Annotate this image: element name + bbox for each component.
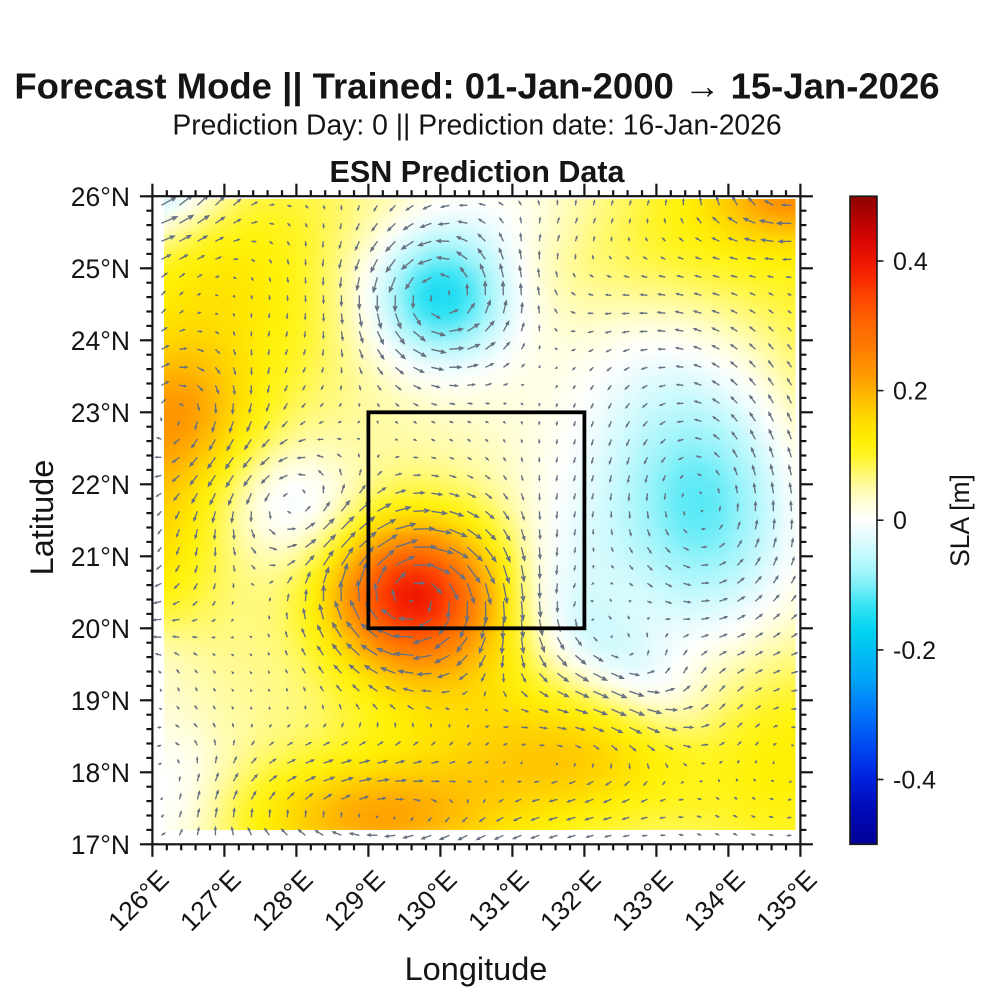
svg-text:0.4: 0.4 — [893, 248, 928, 276]
svg-text:Forecast Mode || Trained: 01-J: Forecast Mode || Trained: 01-Jan-2000 → … — [14, 66, 939, 108]
svg-text:Prediction Day: 0 || Predictio: Prediction Day: 0 || Prediction date: 16… — [172, 109, 781, 141]
svg-text:128°E: 128°E — [246, 864, 318, 936]
svg-text:19°N: 19°N — [71, 686, 130, 716]
svg-text:18°N: 18°N — [71, 758, 130, 788]
svg-text:0: 0 — [893, 507, 907, 535]
svg-text:23°N: 23°N — [71, 398, 130, 428]
svg-text:21°N: 21°N — [71, 542, 130, 572]
svg-text:135°E: 135°E — [750, 864, 822, 936]
svg-text:Latitude: Latitude — [24, 460, 60, 576]
svg-text:0.2: 0.2 — [893, 378, 928, 406]
svg-text:134°E: 134°E — [678, 864, 750, 936]
svg-text:132°E: 132°E — [534, 864, 606, 936]
svg-text:-0.4: -0.4 — [893, 767, 936, 795]
svg-text:22°N: 22°N — [71, 470, 130, 500]
svg-text:ESN Prediction Data: ESN Prediction Data — [330, 155, 626, 189]
svg-text:130°E: 130°E — [390, 864, 462, 936]
svg-text:17°N: 17°N — [71, 830, 130, 860]
svg-text:-0.2: -0.2 — [893, 637, 936, 665]
svg-text:Longitude: Longitude — [405, 951, 548, 987]
svg-text:20°N: 20°N — [71, 614, 130, 644]
svg-text:133°E: 133°E — [606, 864, 678, 936]
svg-text:SLA [m]: SLA [m] — [945, 474, 975, 567]
svg-text:26°N: 26°N — [71, 182, 130, 212]
svg-text:24°N: 24°N — [71, 326, 130, 356]
svg-text:25°N: 25°N — [71, 254, 130, 284]
svg-text:129°E: 129°E — [318, 864, 390, 936]
svg-text:127°E: 127°E — [174, 864, 246, 936]
svg-text:126°E: 126°E — [102, 864, 174, 936]
svg-text:131°E: 131°E — [462, 864, 534, 936]
